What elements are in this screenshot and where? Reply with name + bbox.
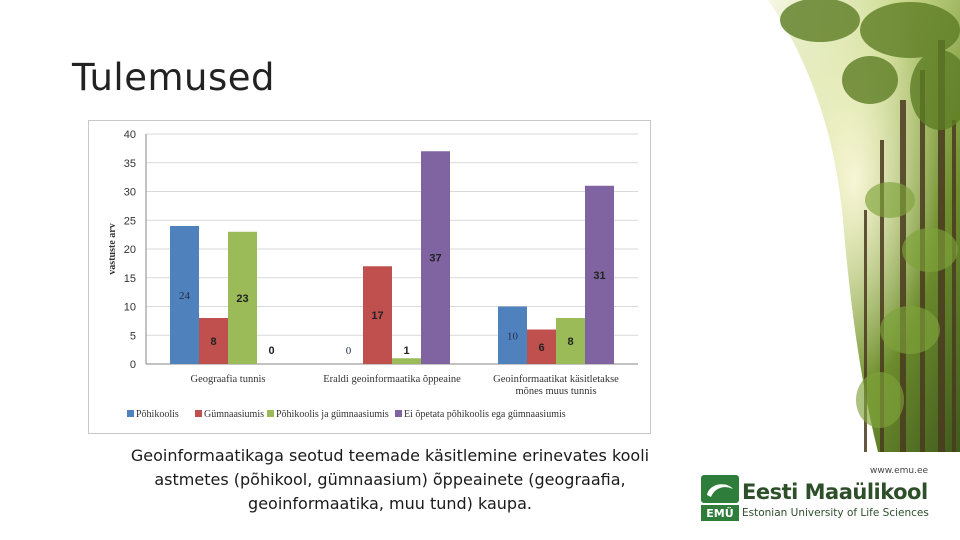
y-tick-label: 40 [124, 129, 136, 141]
bar-3-3 [556, 318, 585, 364]
data-label: 0 [268, 345, 274, 357]
logo-badge-text: EMÜ [706, 506, 733, 520]
bar-4-2 [421, 151, 450, 364]
y-tick-label: 30 [124, 187, 136, 199]
bar-1-1 [170, 226, 199, 364]
bar-4-3 [585, 185, 614, 364]
data-label: 24 [179, 290, 191, 302]
y-tick-label: 0 [130, 359, 136, 371]
bar-3-1 [228, 231, 257, 364]
data-label: 1 [403, 345, 409, 357]
logo-subtitle: Estonian University of Life Sciences [742, 507, 929, 519]
legend-swatch-3 [267, 410, 274, 417]
bar-2-3 [527, 329, 556, 364]
bar-3-2 [392, 358, 421, 364]
slide-caption: Geoinformaatikaga seotud teemade käsitle… [130, 446, 650, 513]
logo-url: www.emu.ee [870, 466, 929, 476]
forest-photo [768, 0, 960, 452]
bar-1-3 [498, 306, 527, 364]
x-category-label: Geograafia tunnis [191, 374, 266, 385]
legend-label-4: Ei õpetata põhikoolis ega gümnaasiumis [404, 409, 566, 420]
slide-title: Tulemused [72, 56, 275, 99]
y-tick-label: 15 [124, 273, 136, 285]
legend-label-3: Põhikoolis ja gümnaasiumis [276, 409, 389, 420]
x-category-label: mõnes muus tunnis [515, 386, 596, 397]
logo-name: Eesti Maaülikool [742, 480, 928, 504]
data-label: 37 [429, 253, 441, 265]
data-label: 23 [236, 293, 248, 305]
data-label: 8 [567, 336, 573, 348]
data-label: 8 [210, 336, 216, 348]
data-label: 17 [371, 310, 383, 322]
x-category-label: Geoinformaatikat käsitletakse [493, 374, 619, 385]
y-tick-label: 10 [124, 302, 136, 314]
legend-swatch-4 [395, 410, 402, 417]
y-tick-label: 25 [124, 215, 136, 227]
legend-swatch-1 [127, 410, 134, 417]
emu-logo-icon: EMÜ [701, 475, 739, 521]
data-label: 6 [538, 342, 544, 354]
data-label: 0 [346, 345, 352, 357]
y-axis-title: vastuste arv [107, 223, 118, 274]
y-tick-label: 20 [124, 244, 136, 256]
chart-frame: 0 5 10 15 20 25 30 35 40 vastuste arv 24 8 23 0 Geogra… [88, 120, 651, 434]
bar-2-1 [199, 318, 228, 364]
legend-swatch-2 [195, 410, 202, 417]
legend-label-2: Gümnaasiumis [204, 409, 264, 420]
data-label: 31 [593, 270, 605, 282]
bar-2-2 [363, 266, 392, 364]
y-tick-label: 35 [124, 158, 136, 170]
legend-label-1: Põhikoolis [136, 409, 179, 420]
data-label: 10 [507, 330, 519, 342]
x-category-label: Eraldi geoinformaatika õppeaine [323, 374, 461, 385]
y-tick-label: 5 [130, 330, 136, 342]
